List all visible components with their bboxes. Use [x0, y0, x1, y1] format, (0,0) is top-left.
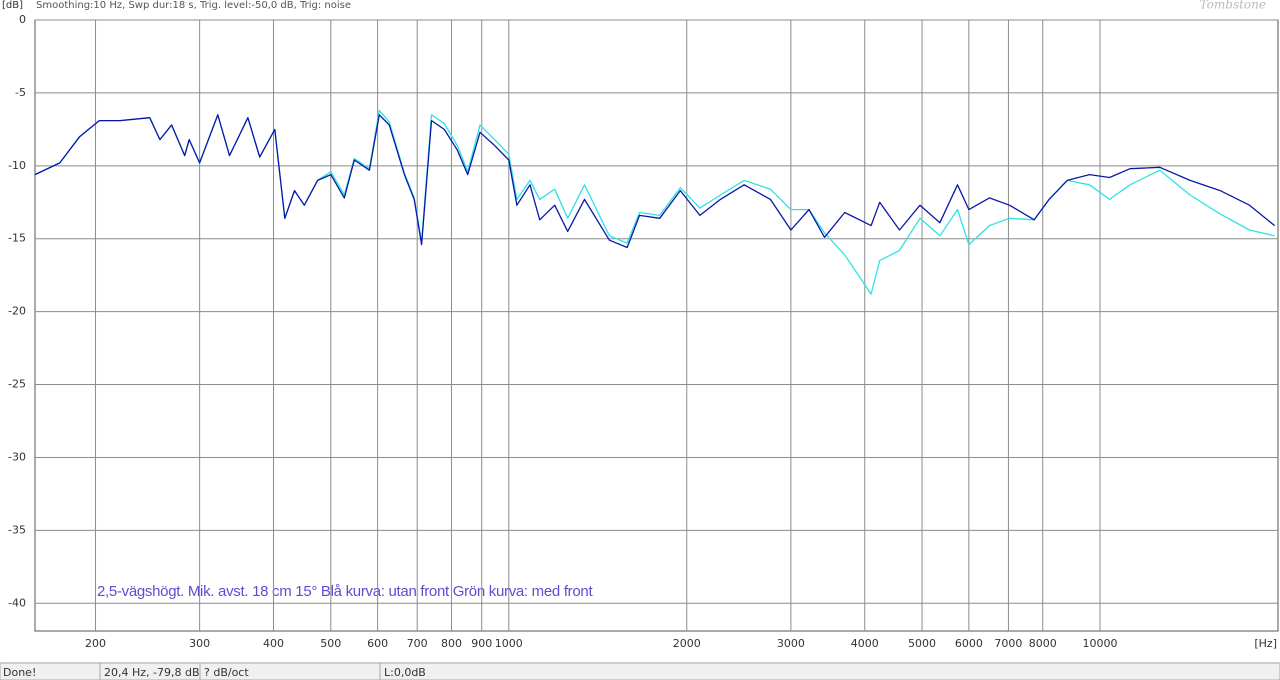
y-tick-label: -20 [8, 305, 26, 318]
x-tick-label: 600 [367, 637, 388, 650]
x-tick-label: 2000 [673, 637, 701, 650]
x-tick-label: 300 [189, 637, 210, 650]
y-tick-label: -5 [15, 86, 26, 99]
x-tick-label: 400 [263, 637, 284, 650]
x-tick-label: 10000 [1083, 637, 1118, 650]
annotation: 2,5-vägshögt. Mik. avst. 18 cm 15° Blå k… [97, 583, 593, 600]
x-tick-label: 4000 [851, 637, 879, 650]
series-line [34, 114, 1276, 249]
status-cell: ? dB/oct [204, 666, 249, 679]
x-tick-label: 200 [85, 637, 106, 650]
status-cell: 20,4 Hz, -79,8 dB [104, 666, 200, 679]
x-axis-label: [Hz] [1254, 637, 1277, 650]
x-tick-label: 700 [407, 637, 428, 650]
x-tick-label: 500 [320, 637, 341, 650]
status-cell: L:0,0dB [384, 666, 426, 679]
background [0, 0, 1280, 662]
x-tick-label: 3000 [777, 637, 805, 650]
x-tick-label: 1000 [495, 637, 523, 650]
x-tick-label: 800 [441, 637, 462, 650]
status-cell: Done! [3, 666, 36, 679]
header: Smoothing:10 Hz, Swp dur:18 s, Trig. lev… [36, 0, 351, 11]
y-tick-label: -15 [8, 232, 26, 245]
x-tick-label: 900 [471, 637, 492, 650]
x-tick-label: 5000 [908, 637, 936, 650]
y-tick-label: 0 [19, 13, 26, 26]
x-tick-label: 6000 [955, 637, 983, 650]
y-axis-label: [dB] [2, 0, 23, 11]
y-tick-label: -35 [8, 523, 26, 536]
x-tick-label: 7000 [994, 637, 1022, 650]
status-bar [0, 662, 1280, 680]
y-tick-label: -30 [8, 450, 26, 463]
watermark: Tombstone [1200, 0, 1266, 12]
x-tick-label: 8000 [1029, 637, 1057, 650]
y-tick-label: -10 [8, 159, 26, 172]
y-tick-label: -25 [8, 378, 26, 391]
y-tick-label: -40 [8, 596, 26, 609]
